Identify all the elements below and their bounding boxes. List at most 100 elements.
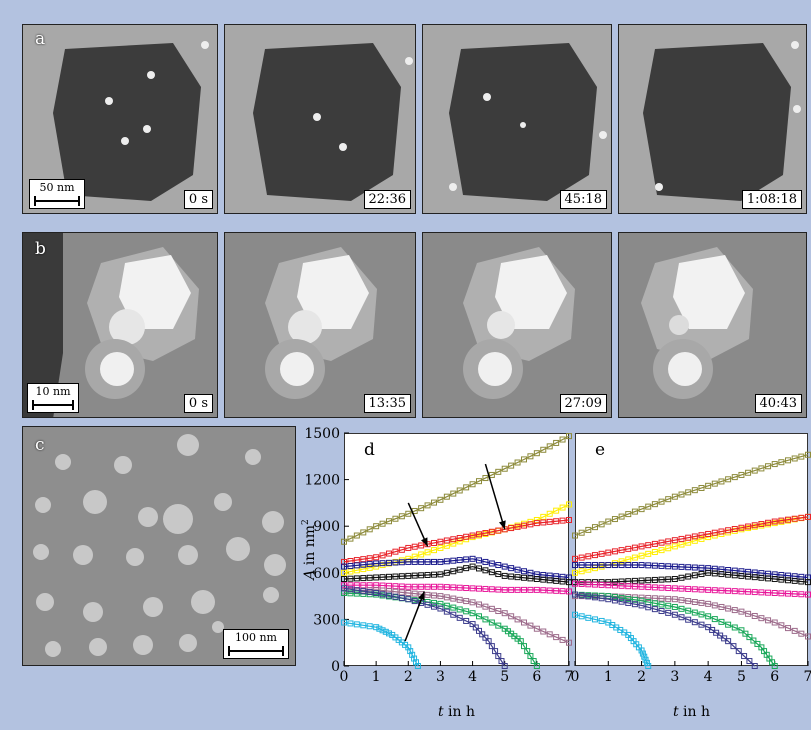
- scale-label: 50 nm: [39, 181, 75, 194]
- series-2-point: [566, 516, 572, 523]
- series-0-point: [501, 465, 508, 472]
- series-2-point: [450, 536, 457, 543]
- series-0-point: [785, 457, 792, 464]
- series-1-point: [572, 569, 578, 576]
- series-8-point: [405, 596, 412, 603]
- series-2-point: [645, 542, 652, 549]
- series-5-point: [533, 586, 540, 593]
- series-9-point: [407, 648, 414, 655]
- series-0-point: [618, 513, 625, 520]
- series-2-point: [598, 550, 605, 557]
- series-4-point: [691, 572, 698, 579]
- series-3-point: [418, 558, 425, 565]
- series-2-point: [527, 521, 534, 528]
- series-3-point: [379, 560, 386, 567]
- series-6-point: [546, 631, 553, 638]
- series-5-point: [631, 583, 638, 590]
- series-9-point: [643, 659, 650, 666]
- series-0-point: [437, 496, 444, 503]
- series-9-point: [642, 656, 649, 663]
- series-2-point: [751, 522, 758, 529]
- series-5-point: [559, 588, 566, 595]
- series-1-point: [638, 552, 645, 559]
- series-6-point: [671, 596, 678, 603]
- series-0-point: [585, 526, 592, 533]
- series-5-point: [758, 589, 765, 596]
- series-2-point: [398, 546, 405, 553]
- series-4-point: [559, 578, 566, 585]
- series-2-point: [443, 537, 450, 544]
- series-3-point: [685, 564, 692, 571]
- series-4-point: [665, 576, 672, 583]
- series-0-point: [631, 508, 638, 515]
- series-1-point: [450, 540, 457, 547]
- series-2-point: [572, 555, 578, 562]
- series-4-point: [618, 578, 625, 585]
- series-4-point: [751, 574, 758, 581]
- series-9-point: [353, 621, 360, 628]
- series-5-point: [405, 583, 412, 590]
- series-7-point: [521, 643, 527, 650]
- series-3-point: [353, 562, 360, 569]
- series-7-point: [456, 606, 463, 613]
- series-7-point: [625, 595, 632, 602]
- series-3-point: [527, 569, 534, 576]
- series-6-point: [798, 630, 805, 637]
- series-3-point: [678, 563, 685, 570]
- series-7-point: [631, 596, 638, 603]
- series-5-point: [658, 584, 665, 591]
- series-2-point: [495, 527, 502, 534]
- series-9-point: [414, 663, 421, 669]
- x-tick-label: 4: [704, 669, 713, 685]
- x-tick-label: 5: [737, 669, 746, 685]
- series-4-point: [443, 569, 450, 576]
- series-2-point: [691, 533, 698, 540]
- series-0-point: [540, 446, 547, 453]
- series-9-point: [360, 622, 367, 629]
- series-7-point: [527, 653, 534, 660]
- series-0-point: [645, 503, 652, 510]
- series-9-point: [639, 650, 646, 657]
- series-5-point: [611, 582, 618, 589]
- series-3-point: [456, 557, 463, 564]
- series-8-point: [605, 596, 612, 603]
- series-8-point: [735, 648, 742, 655]
- series-3-point: [482, 558, 489, 565]
- series-2-point: [638, 543, 645, 550]
- series-4-point: [488, 569, 495, 576]
- series-5-point: [341, 582, 347, 589]
- series-0-point: [360, 529, 367, 536]
- series-3-point: [469, 555, 476, 562]
- series-5-point: [553, 587, 560, 594]
- series-6-point: [514, 616, 521, 623]
- series-6-point: [566, 639, 572, 646]
- series-9-point: [347, 620, 354, 627]
- series-0-point: [469, 481, 476, 488]
- series-2-point: [605, 549, 612, 556]
- series-8-line: [343, 587, 506, 667]
- series-2-point: [379, 552, 386, 559]
- series-5-point: [645, 584, 652, 591]
- series-6-point: [665, 595, 672, 602]
- series-7-point: [463, 608, 470, 615]
- series-0-point: [771, 461, 778, 468]
- series-4-point: [546, 577, 553, 584]
- series-0-point: [366, 526, 373, 533]
- series-4-point: [645, 577, 652, 584]
- series-6-point: [725, 605, 732, 612]
- series-8-point: [485, 638, 492, 645]
- series-5-point: [418, 583, 425, 590]
- series-6-point: [553, 634, 560, 641]
- series-9-point: [598, 617, 605, 624]
- series-7-point: [443, 602, 450, 609]
- series-2-point: [731, 525, 738, 532]
- series-6-point: [559, 636, 566, 643]
- series-3-point: [463, 556, 470, 563]
- series-4-line: [575, 572, 809, 583]
- series-4-point: [347, 575, 354, 582]
- series-7-point: [698, 611, 705, 618]
- series-5-point: [456, 584, 463, 591]
- series-1-point: [366, 564, 373, 571]
- series-4-point: [658, 576, 665, 583]
- series-5-point: [450, 584, 457, 591]
